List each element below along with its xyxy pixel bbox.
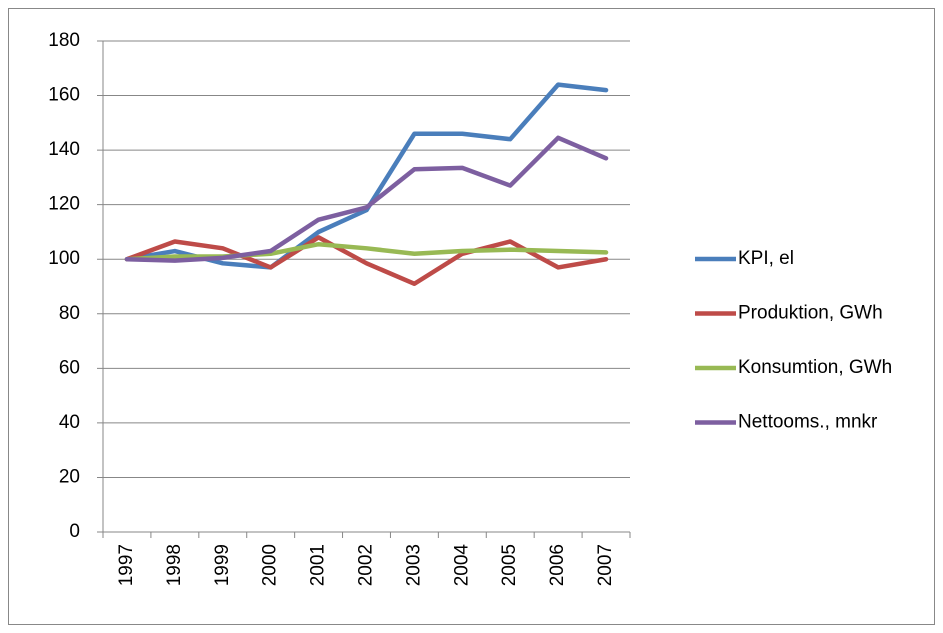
x-tick-label: 2004 bbox=[451, 544, 472, 587]
series-line bbox=[124, 241, 609, 262]
y-tick-label: 60 bbox=[59, 357, 80, 378]
x-tick-label: 1997 bbox=[116, 544, 137, 586]
x-tick-label: 2003 bbox=[403, 544, 424, 586]
x-tick-label: 2001 bbox=[308, 544, 329, 586]
y-tick-label: 120 bbox=[48, 194, 80, 215]
x-tick-label: 2005 bbox=[499, 544, 520, 586]
y-tick-label: 180 bbox=[48, 30, 80, 51]
x-tick-label: 2007 bbox=[595, 544, 616, 586]
x-tick-label: 1998 bbox=[164, 544, 185, 586]
y-tick-label: 0 bbox=[69, 521, 80, 542]
y-tick-label: 80 bbox=[59, 303, 80, 324]
y-tick-label: 140 bbox=[48, 139, 80, 160]
x-tick-label: 1999 bbox=[212, 544, 233, 586]
legend-label: Konsumtion, GWh bbox=[738, 357, 892, 378]
y-tick-label: 160 bbox=[48, 85, 80, 106]
x-tick-label: 2006 bbox=[547, 544, 568, 586]
legend-label: Produktion, GWh bbox=[738, 303, 883, 324]
x-tick-label: 2002 bbox=[356, 544, 377, 586]
series-line bbox=[124, 135, 609, 263]
y-tick-label: 20 bbox=[59, 466, 80, 487]
chart-frame bbox=[8, 8, 935, 625]
legend-label: KPI, el bbox=[738, 248, 794, 269]
y-tick-label: 100 bbox=[48, 248, 80, 269]
y-tick-label: 40 bbox=[59, 412, 80, 433]
x-tick-label: 2000 bbox=[260, 544, 281, 586]
legend-label: Nettooms., mnkr bbox=[738, 412, 878, 433]
